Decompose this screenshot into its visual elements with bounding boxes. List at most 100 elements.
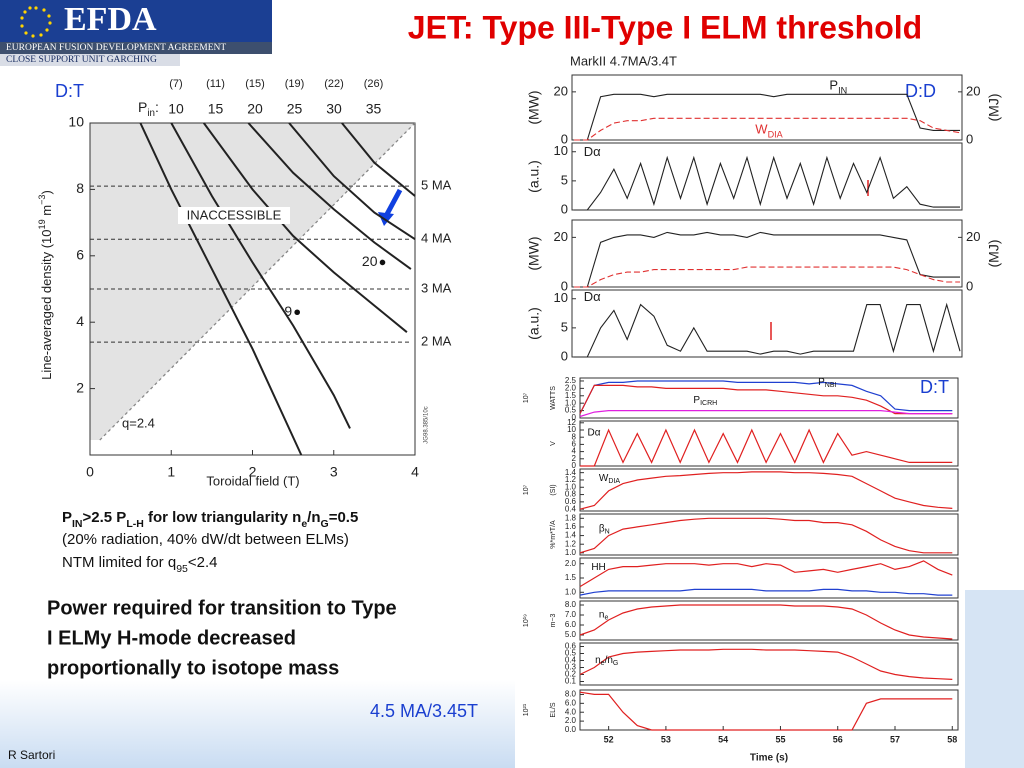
inaccessible-region [90,123,415,441]
power-label: 30 [326,101,342,117]
y2-axis-label: (MJ) [986,94,1002,122]
y-tick-label: 1.2 [565,539,577,548]
y-tick-label: 2.0 [565,559,577,568]
y-tick-label: 20 [554,83,568,98]
y-tick-label: 4 [572,447,577,456]
power-prefix-part: in [147,108,155,119]
trace-label-part: e [604,615,608,622]
power-label: 15 [208,101,224,117]
y-tick-label: 0.6 [565,497,577,506]
logo-bar [0,0,272,42]
y-axis-scale: 10⁷ [523,484,530,495]
y-tick-label: 6 [76,247,84,263]
y-tick-label: 10 [567,425,576,434]
y2-tick-label: 0 [966,278,973,293]
arrow [383,188,403,218]
y2-tick-label: 0 [966,131,973,146]
y-axis-scale: 10²¹ [523,703,530,716]
trace-label-part: DIA [608,479,620,486]
trace-label: PNBI [818,377,836,390]
y-axis-label: (SI) [550,484,557,495]
boundary-label: q=2.4 [122,415,155,430]
org-bar [0,54,180,66]
x-tick-label: 52 [604,734,614,744]
y-axis-label: (a.u.) [526,307,542,340]
note-line-part: NTM limited for q [62,554,176,571]
y-axis-label-part: Line-averaged density (10 [39,229,54,379]
y-tick-label: 20 [554,229,568,244]
y-tick-label: 0.2 [565,670,577,679]
y-axis-label-part: −3 [37,195,47,205]
y-axis-label: (a.u.) [526,160,542,193]
y-axis-label: (MW) [526,90,542,124]
trace [579,604,953,640]
panel-frame [579,420,959,467]
trace-label-part: P [693,395,700,406]
y-axis-label: V [550,441,557,446]
trace [574,117,961,141]
boundary-line [99,122,416,441]
trace [579,380,953,414]
trace [574,302,961,358]
x-tick-label: 53 [661,734,671,744]
y-tick-label: 1.0 [565,398,577,407]
slide-band [965,590,1024,768]
y-tick-label: 7.0 [565,610,577,619]
x-tick-label: 57 [890,734,900,744]
shot-label: 9 [284,303,292,319]
note-line-part: =0.5 [329,509,359,526]
trace-label-part: Dα [584,289,601,304]
summary-line: proportionally to isotope mass [47,657,339,679]
y-tick-label: 5 [561,319,568,334]
y-tick-label: 0 [572,413,577,422]
y-tick-label: 6.0 [565,698,577,707]
org-bar [0,42,272,54]
y-tick-label: 6 [572,440,577,449]
power-curve [170,122,351,429]
y2-tick-label: 20 [966,83,980,98]
y-tick-label: 0.4 [565,656,577,665]
y-tick-label: 1.2 [565,475,577,484]
panel-frame [571,142,963,211]
shot-point [379,259,386,266]
y-tick-label: 1.5 [565,573,577,582]
y-tick-label: 1.0 [565,548,577,557]
note-line-part: G [321,518,329,530]
trace [579,471,953,510]
trace [574,155,960,211]
y-tick-label: 10 [554,143,568,158]
trace-label-part: n [595,654,601,665]
current-label: 2 MA [421,334,452,349]
power-curve [341,122,416,197]
trace [580,428,953,467]
y-tick-label: 0 [561,131,568,146]
trace-label-part: W [599,473,609,484]
y-tick-label: 4 [76,313,84,329]
x-tick-label: 55 [775,734,785,744]
trace [579,410,953,418]
power-label: 20 [247,101,263,117]
trace [579,691,953,731]
y-tick-label: 12 [567,418,576,427]
trace-label: βN [599,523,610,536]
y-tick-label: 8.0 [565,600,577,609]
x-tick-label: 1 [167,464,175,480]
trace-label-part: G [613,660,618,667]
y-tick-label: 0.8 [565,490,577,499]
y-tick-label: 1.4 [565,468,577,477]
y-tick-label: 8 [76,180,84,196]
panel-frame [579,468,959,512]
summary-line: Power required for transition to Type [47,597,397,619]
y-tick-label: 6.0 [565,620,577,629]
y-tick-label: 0.4 [565,504,577,513]
trace-label: ne/nG [595,654,618,667]
y2-axis-label: (MJ) [986,240,1002,268]
trace-label-part: ICRH [700,400,717,407]
power-label: 25 [287,101,303,117]
y-tick-label: 1.5 [565,391,577,400]
org-name: EUROPEAN FUSION DEVELOPMENT AGREEMENT [6,43,226,53]
power-label-mw: (15) [245,78,265,90]
slide-title: JET: Type III-Type I ELM threshold [408,9,922,45]
power-label-mw: (26) [364,78,384,90]
note-line-part: P [62,509,72,526]
